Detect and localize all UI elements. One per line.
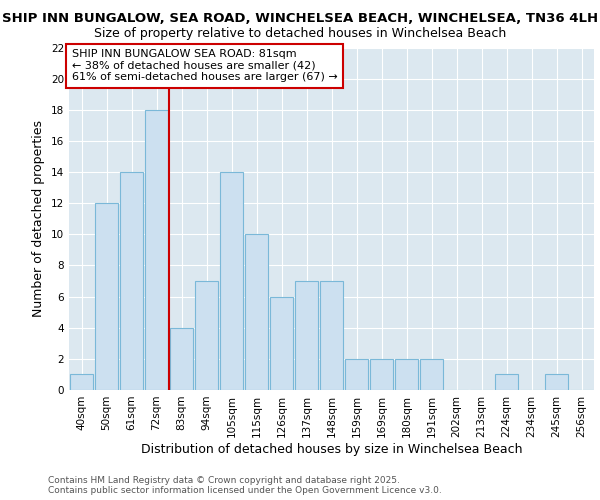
Bar bbox=[370, 359, 394, 390]
Bar bbox=[545, 374, 568, 390]
Bar bbox=[220, 172, 244, 390]
Text: Contains HM Land Registry data © Crown copyright and database right 2025.
Contai: Contains HM Land Registry data © Crown c… bbox=[48, 476, 442, 495]
Text: SHIP INN BUNGALOW SEA ROAD: 81sqm
← 38% of detached houses are smaller (42)
61% : SHIP INN BUNGALOW SEA ROAD: 81sqm ← 38% … bbox=[71, 49, 337, 82]
Bar bbox=[320, 281, 343, 390]
Bar bbox=[419, 359, 443, 390]
Bar bbox=[170, 328, 193, 390]
Bar bbox=[70, 374, 94, 390]
Y-axis label: Number of detached properties: Number of detached properties bbox=[32, 120, 46, 318]
Bar bbox=[119, 172, 143, 390]
X-axis label: Distribution of detached houses by size in Winchelsea Beach: Distribution of detached houses by size … bbox=[141, 442, 522, 456]
Bar bbox=[295, 281, 319, 390]
Bar bbox=[494, 374, 518, 390]
Bar bbox=[269, 296, 293, 390]
Bar bbox=[245, 234, 268, 390]
Text: SHIP INN BUNGALOW, SEA ROAD, WINCHELSEA BEACH, WINCHELSEA, TN36 4LH: SHIP INN BUNGALOW, SEA ROAD, WINCHELSEA … bbox=[2, 12, 598, 26]
Bar bbox=[344, 359, 368, 390]
Bar bbox=[395, 359, 418, 390]
Bar bbox=[145, 110, 169, 390]
Bar bbox=[95, 203, 118, 390]
Text: Size of property relative to detached houses in Winchelsea Beach: Size of property relative to detached ho… bbox=[94, 28, 506, 40]
Bar bbox=[194, 281, 218, 390]
